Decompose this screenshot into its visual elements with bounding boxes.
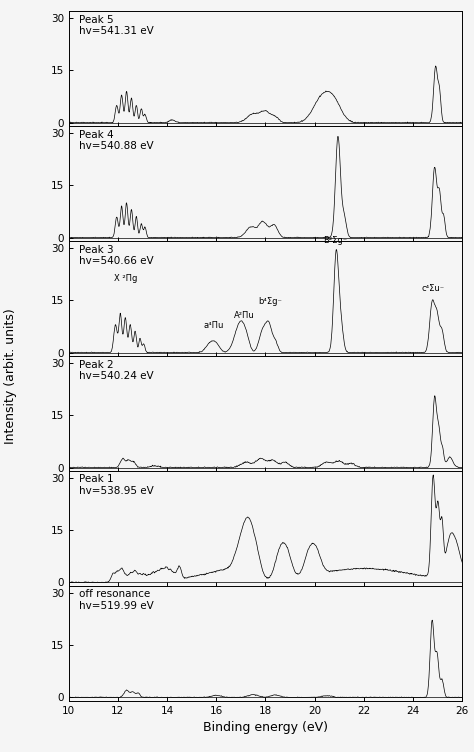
Text: a⁴Πu: a⁴Πu <box>204 321 224 330</box>
Text: c⁴Σu⁻: c⁴Σu⁻ <box>421 284 445 293</box>
Text: Intensity (arbit. units): Intensity (arbit. units) <box>4 308 17 444</box>
X-axis label: Binding energy (eV): Binding energy (eV) <box>203 721 328 734</box>
Text: B²Σg⁻: B²Σg⁻ <box>323 235 347 244</box>
Text: off resonance
hv=519.99 eV: off resonance hv=519.99 eV <box>79 590 153 611</box>
Text: Peak 4
hv=540.88 eV: Peak 4 hv=540.88 eV <box>79 129 153 151</box>
Text: A²Πu: A²Πu <box>234 311 254 320</box>
Text: Peak 3
hv=540.66 eV: Peak 3 hv=540.66 eV <box>79 244 153 266</box>
Text: Peak 5
hv=541.31 eV: Peak 5 hv=541.31 eV <box>79 15 153 36</box>
Text: b⁴Σg⁻: b⁴Σg⁻ <box>258 296 282 305</box>
Text: Peak 1
hv=538.95 eV: Peak 1 hv=538.95 eV <box>79 475 153 496</box>
Text: X ²Πg: X ²Πg <box>114 274 137 283</box>
Text: Peak 2
hv=540.24 eV: Peak 2 hv=540.24 eV <box>79 359 153 381</box>
